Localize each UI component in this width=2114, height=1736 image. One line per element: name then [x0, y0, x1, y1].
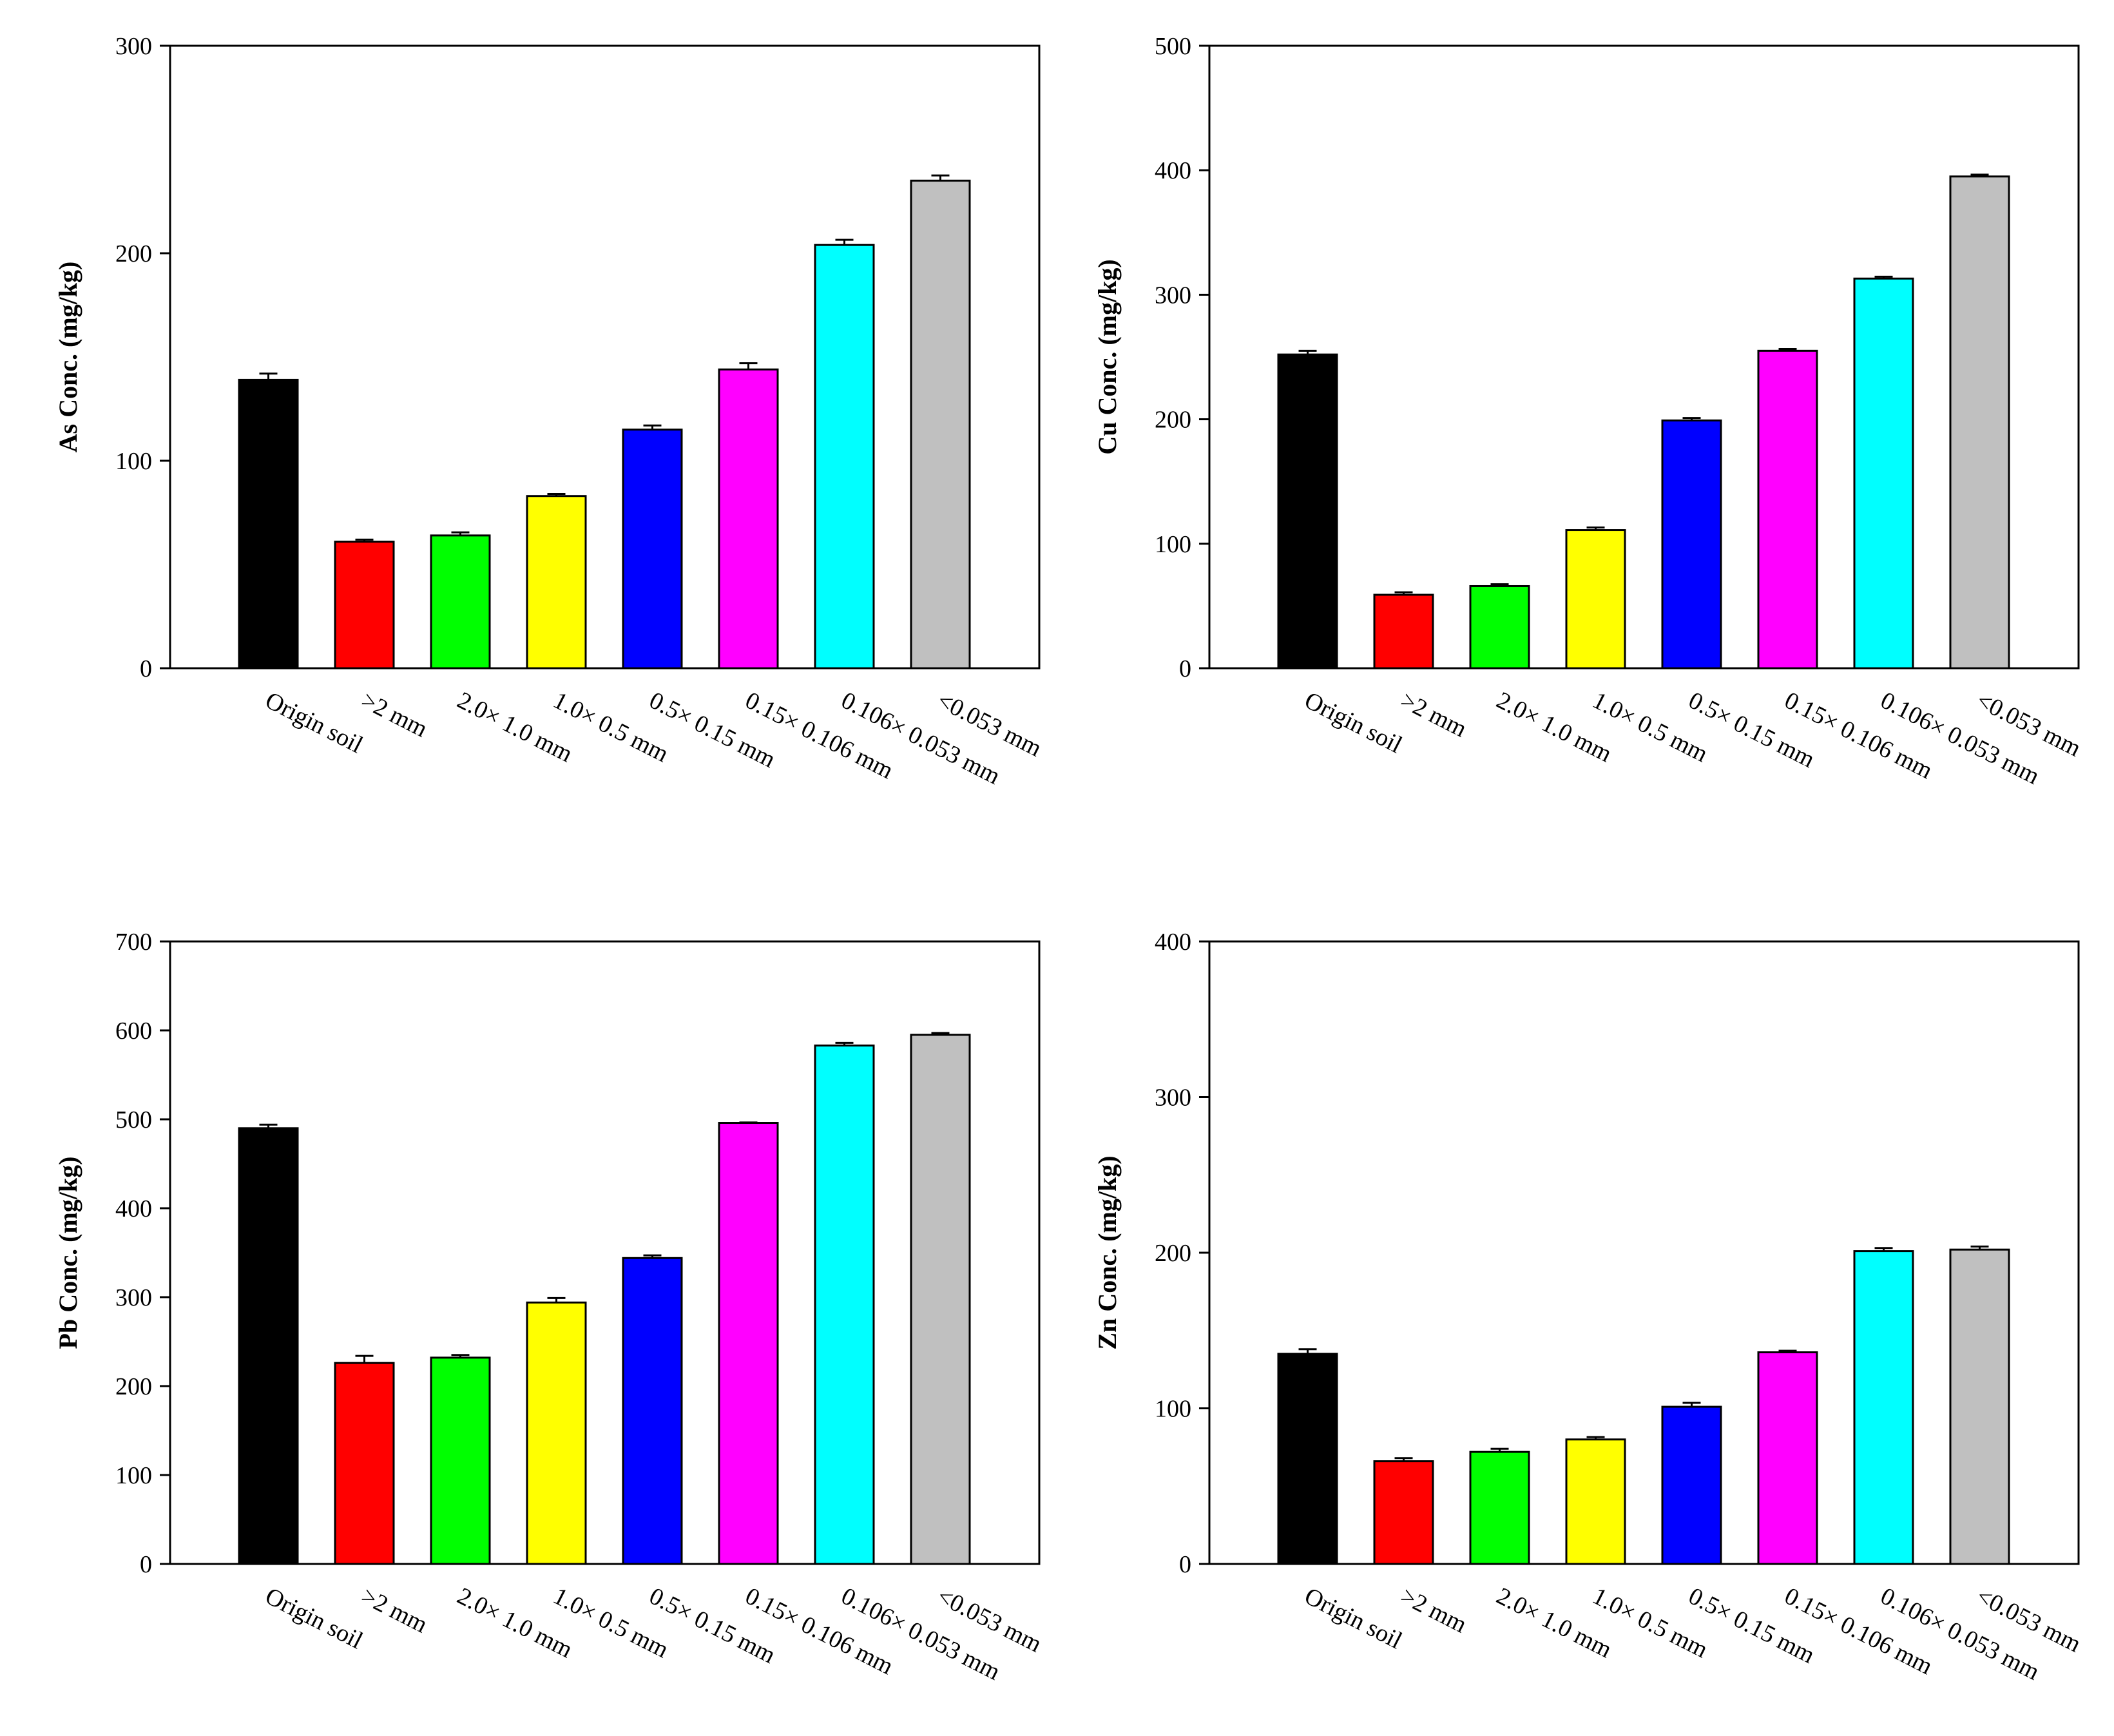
as-concentration-panel: 0 100 200 300 As Conc. (mg/kg) Origin soil>2 … — [53, 33, 1046, 790]
y-tick-label: 100 — [115, 1462, 152, 1489]
y-tick-label: 0 — [1179, 655, 1191, 682]
y-axis-label: As Conc. (mg/kg) — [53, 262, 82, 453]
bar-pb-1 — [334, 1362, 395, 1565]
plot-frame — [1208, 44, 2080, 670]
bar-cu-2 — [1469, 584, 1530, 670]
bar-zn-3 — [1565, 1438, 1626, 1565]
y-tick-label: 100 — [115, 448, 152, 475]
y-tick-label: 0 — [140, 1551, 152, 1578]
pb-concentration-panel: 0 100 200 300 400 500 600 700 Pb Conc. (mg/kg) Or… — [53, 929, 1046, 1686]
plot-frame — [1208, 940, 2080, 1565]
bar-cu-1 — [1373, 593, 1434, 670]
y-tick-label: 100 — [1155, 1396, 1191, 1423]
y-axis-label: Zn Conc. (mg/kg) — [1093, 1155, 1122, 1349]
y-tick-label: 500 — [1155, 33, 1191, 60]
plot-frame — [169, 940, 1041, 1565]
category-label: >2 mm — [357, 687, 432, 743]
bar-zn-5 — [1757, 1351, 1818, 1565]
category-label: >2 mm — [1396, 687, 1471, 743]
bar-as-7 — [910, 179, 971, 670]
bar-zn-7 — [1949, 1248, 2010, 1565]
y-axis-label: Pb Conc. (mg/kg) — [53, 1157, 82, 1349]
bar-as-0 — [238, 378, 299, 670]
bar-as-4 — [622, 429, 683, 670]
bar-pb-3 — [526, 1301, 587, 1565]
y-tick-label: 600 — [115, 1017, 152, 1045]
y-tick-label: 400 — [1155, 929, 1191, 956]
category-label: Origin soil — [1300, 1583, 1407, 1655]
y-tick-label: 100 — [1155, 531, 1191, 558]
y-tick-label: 300 — [1155, 1085, 1191, 1112]
bar-as-2 — [430, 534, 491, 670]
bar-as-3 — [526, 495, 587, 670]
category-label: 0.106× 0.053 mm — [1876, 687, 2044, 790]
y-tick-label: 200 — [115, 240, 152, 267]
category-label: Origin soil — [261, 1583, 367, 1655]
bar-zn-6 — [1853, 1250, 1914, 1565]
y-axis-label: Cu Conc. (mg/kg) — [1093, 259, 1122, 454]
y-tick-label: 200 — [1155, 407, 1191, 434]
category-label: 0.106× 0.053 mm — [837, 1583, 1004, 1686]
bar-as-6 — [814, 244, 875, 670]
bar-cu-6 — [1853, 277, 1914, 670]
category-label: Origin soil — [261, 687, 367, 759]
bar-cu-5 — [1757, 349, 1818, 670]
y-tick-label: 0 — [140, 655, 152, 682]
y-tick-label: 700 — [115, 929, 152, 956]
bar-pb-2 — [430, 1356, 491, 1565]
bar-pb-7 — [910, 1034, 971, 1565]
y-tick-label: 300 — [115, 1284, 152, 1311]
category-label: >2 mm — [1396, 1583, 1471, 1639]
bar-pb-5 — [718, 1122, 779, 1565]
y-tick-label: 300 — [1155, 282, 1191, 309]
y-tick-label: 200 — [1155, 1240, 1191, 1267]
y-tick-label: 500 — [115, 1106, 152, 1133]
category-label: >2 mm — [357, 1583, 432, 1639]
bar-zn-1 — [1373, 1460, 1434, 1565]
category-label: Origin soil — [1300, 687, 1407, 759]
bar-zn-0 — [1277, 1353, 1338, 1565]
bar-pb-0 — [238, 1127, 299, 1565]
category-label: 0.106× 0.053 mm — [837, 687, 1004, 790]
bar-as-1 — [334, 541, 395, 670]
bar-cu-3 — [1565, 529, 1626, 670]
bar-zn-4 — [1661, 1405, 1722, 1565]
zn-concentration-panel: 0 100 200 300 400 Zn Conc. (mg/kg) Origin soil… — [1093, 929, 2085, 1686]
bar-zn-2 — [1469, 1451, 1530, 1565]
y-tick-label: 400 — [115, 1195, 152, 1222]
bar-as-5 — [718, 368, 779, 670]
cu-concentration-panel: 0 100 200 300 400 500 Cu Conc. (mg/kg) Origin s… — [1093, 33, 2085, 790]
y-tick-label: 300 — [115, 33, 152, 60]
plot-frame — [169, 44, 1041, 670]
bar-cu-0 — [1277, 353, 1338, 670]
bar-pb-4 — [622, 1257, 683, 1565]
bar-cu-7 — [1949, 175, 2010, 670]
y-tick-label: 0 — [1179, 1551, 1191, 1578]
bar-pb-6 — [814, 1044, 875, 1565]
category-label: 0.106× 0.053 mm — [1876, 1583, 2044, 1686]
y-tick-label: 200 — [115, 1373, 152, 1400]
bar-cu-4 — [1661, 420, 1722, 670]
y-tick-label: 400 — [1155, 157, 1191, 184]
